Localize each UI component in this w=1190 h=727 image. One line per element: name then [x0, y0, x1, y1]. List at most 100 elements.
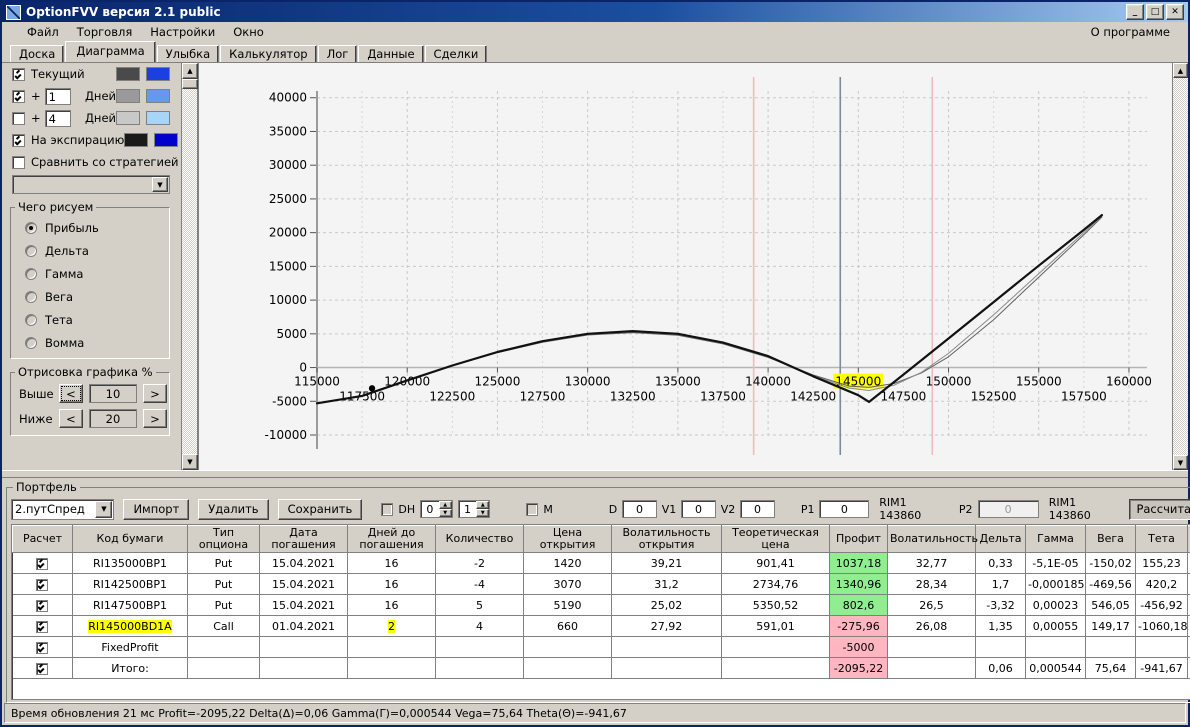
dh-spinner-2[interactable]: 1 ▲ ▼ — [457, 500, 491, 518]
cell-delete[interactable]: X — [1187, 657, 1190, 679]
close-button[interactable]: ✕ — [1166, 4, 1184, 20]
save-button[interactable]: Сохранить — [277, 498, 363, 520]
table-row[interactable]: RI135000BP1 Put 15.04.2021 16 -2 1420 39,21 901… — [12, 552, 1190, 574]
row-calc-checkbox-cell[interactable] — [12, 552, 73, 574]
radio-row-vega[interactable]: Вега — [11, 285, 169, 308]
calculate-button[interactable]: Рассчитать — [1129, 498, 1190, 520]
radio-gamma[interactable] — [25, 267, 37, 280]
th-profit[interactable]: Профит — [829, 525, 888, 553]
dh-spinner-1[interactable]: 0 ▲ ▼ — [420, 500, 453, 518]
radio-row-delta[interactable]: Дельта — [11, 239, 169, 262]
th-volatilnost[interactable]: Волатильность — [887, 525, 978, 553]
checkbox-plus1[interactable] — [12, 89, 25, 103]
series-row-plus4[interactable]: + 4 Дней — [2, 107, 180, 129]
color-swatch-plus4-a[interactable] — [116, 111, 140, 125]
color-swatch-expiration-b[interactable] — [154, 133, 179, 147]
checkbox-icon[interactable] — [36, 662, 49, 675]
color-swatch-expiration-a[interactable] — [124, 133, 149, 147]
scroll-down-icon[interactable]: ▼ — [182, 454, 198, 470]
tab-log[interactable]: Лог — [317, 45, 358, 63]
chart-scroll-up-icon[interactable]: ▲ — [1173, 63, 1188, 78]
days-input-2[interactable]: 4 — [44, 109, 71, 127]
tab-kalkulyator[interactable]: Калькулятор — [220, 45, 317, 63]
menu-item-file[interactable]: Файл — [27, 24, 59, 39]
color-swatch-current-b[interactable] — [146, 67, 170, 81]
cell-delete[interactable]: X — [1187, 594, 1190, 616]
th-delete-column[interactable]: X — [1187, 525, 1190, 553]
th-data-pogasheniya[interactable]: Дата погашения — [259, 525, 348, 553]
chevron-down-icon[interactable]: ▼ — [152, 177, 168, 192]
table-row[interactable]: RI147500BP1 Put 15.04.2021 16 5 5190 25,02 5350… — [12, 594, 1190, 616]
radio-delta[interactable] — [25, 244, 37, 257]
series-row-current[interactable]: Текущий — [2, 63, 180, 85]
checkbox-compare-strategy[interactable] — [12, 155, 25, 169]
th-teoreticheskaya-tsena[interactable]: Теоретическая цена — [721, 525, 830, 553]
radio-profit[interactable] — [25, 221, 37, 234]
checkbox-dh[interactable] — [380, 502, 394, 516]
radio-vega[interactable] — [25, 290, 37, 303]
th-volatilnost-otkrytiya[interactable]: Волатильность открытия — [611, 525, 722, 553]
dh-spinner-1-arrows[interactable]: ▲ ▼ — [438, 501, 452, 517]
color-swatch-plus1-a[interactable] — [116, 89, 140, 103]
radio-row-profit[interactable]: Прибыль — [11, 216, 169, 239]
compare-strategy-row[interactable]: Сравнить со стратегией — [2, 151, 180, 173]
tab-doska[interactable]: Доска — [10, 45, 65, 63]
strategy-combo[interactable]: ▼ — [12, 175, 170, 194]
tab-diagramma[interactable]: Диаграмма — [65, 41, 156, 62]
tab-dannye[interactable]: Данные — [358, 45, 424, 63]
checkbox-icon[interactable] — [36, 599, 49, 612]
above-value[interactable]: 10 — [89, 384, 137, 403]
th-dney-do-pogasheniya[interactable]: Дней до погашения — [347, 525, 436, 553]
table-row[interactable]: RI142500BP1 Put 15.04.2021 16 -4 3070 31,2 2734… — [12, 573, 1190, 595]
checkbox-current[interactable] — [12, 67, 25, 81]
checkbox-icon[interactable] — [36, 641, 49, 654]
th-delta[interactable]: Дельта — [975, 525, 1026, 553]
checkbox-plus4[interactable] — [12, 111, 25, 125]
checkbox-m[interactable] — [525, 502, 539, 516]
spinner-down-icon[interactable]: ▼ — [438, 509, 452, 517]
radio-theta[interactable] — [25, 313, 37, 326]
portfolio-select[interactable]: 2.путСпред ▼ — [11, 498, 115, 520]
cell-delete[interactable]: X — [1187, 573, 1190, 595]
days-input-1[interactable]: 1 — [44, 87, 71, 105]
delete-button[interactable]: Удалить — [198, 498, 269, 520]
profit-chart[interactable]: -10000 -5000 0 5000 10000 15000 20000 25000 3000… — [199, 63, 1177, 470]
radio-row-vomma[interactable]: Вомма — [11, 331, 169, 354]
import-button[interactable]: Импорт — [123, 498, 190, 520]
table-row[interactable]: RI145000BD1A Call 01.04.2021 2 4 660 27,92 591,… — [12, 615, 1190, 637]
menu-item-about[interactable]: О программе — [1090, 24, 1170, 39]
spinner-down-icon[interactable]: ▼ — [476, 509, 490, 517]
above-decrement-button[interactable]: < — [59, 384, 83, 403]
th-kod-bumagi[interactable]: Код бумаги — [72, 525, 188, 553]
checkbox-expiration[interactable] — [12, 133, 25, 147]
below-decrement-button[interactable]: < — [59, 409, 83, 428]
radio-row-theta[interactable]: Тета — [11, 308, 169, 331]
chart-panel[interactable]: Портфель: Ось X: 118050 Ось Y: (Текущий … — [198, 63, 1188, 470]
table-row[interactable]: FixedProfit -5000 X — [12, 636, 1190, 658]
checkbox-icon[interactable] — [36, 578, 49, 591]
minimize-button[interactable]: _ — [1126, 4, 1144, 20]
spinner-up-icon[interactable]: ▲ — [476, 501, 490, 509]
row-calc-checkbox-cell[interactable] — [12, 657, 73, 679]
field-p2[interactable]: 0 — [977, 500, 1039, 518]
color-swatch-plus4-b[interactable] — [146, 111, 170, 125]
cell-delete[interactable]: X — [1187, 636, 1190, 658]
maximize-button[interactable]: □ — [1146, 4, 1164, 20]
row-calc-checkbox-cell[interactable] — [12, 594, 73, 616]
chart-scroll-down-icon[interactable]: ▼ — [1173, 455, 1188, 470]
th-tip-optsiona[interactable]: Тип опциона — [187, 525, 260, 553]
field-v1[interactable]: 0 — [681, 500, 716, 518]
scrollbar-track[interactable] — [182, 79, 197, 454]
options-panel-scrollbar[interactable]: ▲ ▼ — [181, 63, 198, 470]
color-swatch-plus1-b[interactable] — [146, 89, 170, 103]
above-increment-button[interactable]: > — [143, 384, 167, 403]
field-v2[interactable]: 0 — [740, 500, 775, 518]
row-calc-checkbox-cell[interactable] — [12, 615, 73, 637]
below-value[interactable]: 20 — [89, 409, 137, 428]
field-p1[interactable]: 0 — [819, 500, 870, 518]
row-calc-checkbox-cell[interactable] — [12, 636, 73, 658]
menu-item-window[interactable]: Окно — [233, 24, 264, 39]
panel-splitter[interactable] — [2, 470, 1188, 478]
series-row-plus1[interactable]: + 1 Дней — [2, 85, 180, 107]
